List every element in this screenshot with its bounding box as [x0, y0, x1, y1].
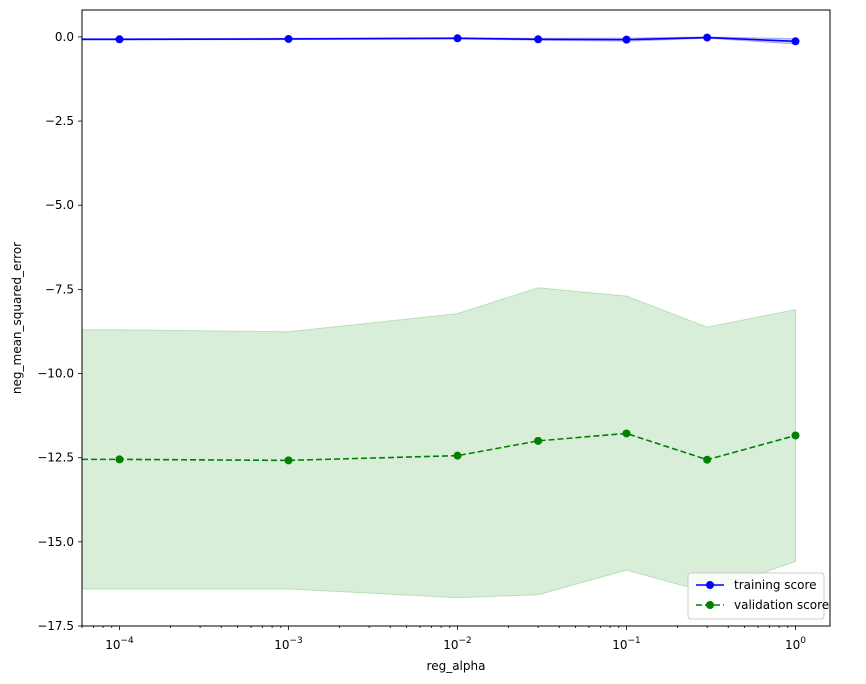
x-tick-label: 100 [785, 636, 806, 652]
legend-label-validation: validation score [734, 598, 829, 612]
point-training-1 [284, 34, 293, 43]
y-tick-label: −5.0 [45, 198, 74, 212]
y-tick-label: −12.5 [37, 451, 74, 465]
y-tick-label: −10.0 [37, 367, 74, 381]
x-tick-label: 10−2 [443, 636, 472, 652]
band-validation [81, 287, 796, 599]
y-tick-label: 0.0 [55, 30, 74, 44]
point-training-6 [791, 37, 800, 46]
point-validation-3 [534, 436, 543, 445]
x-tick-label: 10−3 [274, 636, 303, 652]
point-validation-4 [622, 429, 631, 438]
y-tick-label: −2.5 [45, 114, 74, 128]
point-validation-1 [284, 456, 293, 465]
plot-area-frame [81, 9, 831, 627]
legend: training score validation score [687, 572, 829, 620]
series-lines [82, 36, 796, 462]
point-training-3 [534, 35, 543, 44]
x-axis-label: reg_alpha [427, 659, 486, 673]
point-validation-6 [791, 431, 800, 440]
point-training-0 [115, 35, 124, 44]
point-training-2 [453, 34, 462, 43]
y-axis-label: neg_mean_squared_error [10, 242, 24, 394]
legend-label-training: training score [734, 578, 817, 592]
point-validation-2 [453, 451, 462, 460]
x-tick-label: 10−1 [612, 636, 641, 652]
point-training-4 [622, 35, 631, 44]
point-validation-0 [115, 455, 124, 464]
point-validation-5 [703, 455, 712, 464]
point-training-5 [703, 33, 712, 42]
y-axis-ticks: 0.0 −2.5 −5.0 −7.5 −10.0 −12.5 −15.0 −17.5 [37, 30, 82, 633]
line-training [82, 36, 796, 43]
x-axis-ticks: 10−4 10−3 10−2 10−1 100 [81, 626, 806, 652]
x-tick-label: 10−4 [105, 636, 134, 652]
y-tick-label: −7.5 [45, 282, 74, 296]
legend-marker-training [706, 581, 714, 589]
legend-marker-validation [706, 601, 714, 609]
y-tick-label: −17.5 [37, 619, 74, 633]
series-markers [115, 33, 800, 465]
y-tick-label: −15.0 [37, 535, 74, 549]
line-validation [82, 432, 796, 462]
